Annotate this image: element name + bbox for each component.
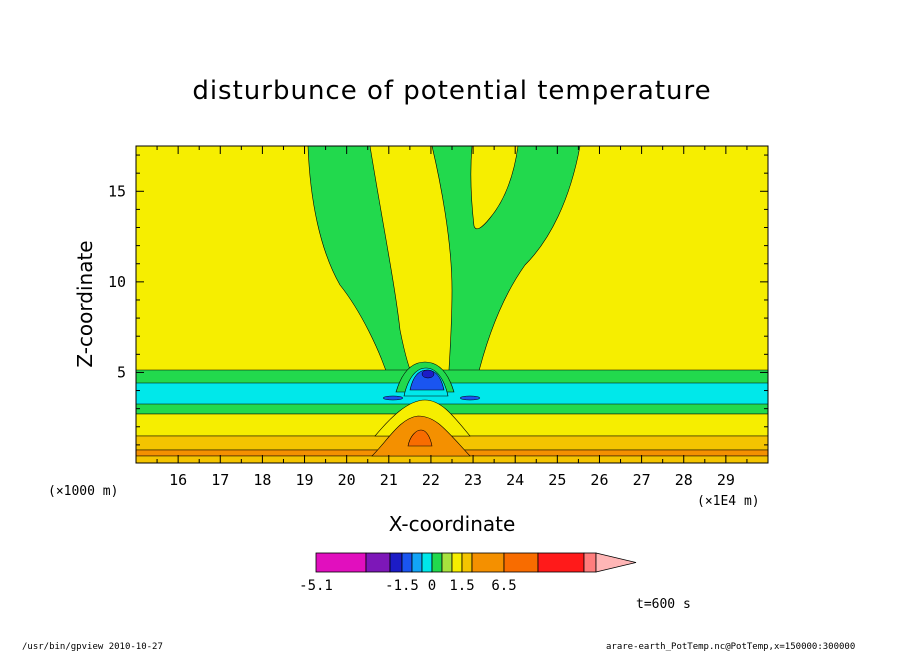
x-tick-label: 21 [380, 471, 398, 489]
plot-area [135, 145, 769, 464]
x-tick-label: 28 [675, 471, 693, 489]
colorbar-segment [389, 552, 403, 573]
x-tick-label: 16 [169, 471, 187, 489]
small-blue-right [459, 395, 481, 401]
x-tick-label: 24 [506, 471, 524, 489]
y-tick-label: 5 [117, 363, 126, 381]
central-deep-orange-core [407, 429, 433, 447]
colorbar-segment [315, 552, 367, 573]
colorbar-label: -5.1 [299, 578, 333, 594]
y-tick-label: 15 [108, 182, 126, 200]
colorbar-segment [503, 552, 539, 573]
colorbar-arrow [595, 552, 637, 573]
time-label: t=600 s [636, 597, 691, 612]
x-tick-label: 19 [296, 471, 314, 489]
x-tick-label: 20 [338, 471, 356, 489]
colorbar-segment [431, 552, 443, 573]
chart-title: disturbunce of potential temperature [192, 76, 712, 106]
x-tick-label: 17 [211, 471, 229, 489]
colorbar-segment [421, 552, 433, 573]
axis-ticks: 16 17 18 19 20 21 22 23 24 25 26 27 28 29 5 10 15 [108, 146, 769, 489]
colorbar-segment [537, 552, 585, 573]
x-tick-label: 22 [422, 471, 440, 489]
footer-left: /usr/bin/gpview 2010-10-27 [22, 642, 163, 652]
x-tick-label: 23 [464, 471, 482, 489]
x-tick-label: 18 [253, 471, 271, 489]
colorbar-label: 1.5 [449, 578, 474, 594]
x-tick-label: 29 [717, 471, 735, 489]
y-axis-unit: (×1000 m) [48, 484, 119, 499]
colorbar-segment [451, 552, 463, 573]
colorbar-segment [411, 552, 423, 573]
yellow-hole [470, 145, 519, 230]
footer-right: arare-earth_PotTemp.nc@PotTemp,x=150000:… [606, 642, 856, 652]
colorbar-segment [471, 552, 505, 573]
small-blue-left [382, 395, 404, 401]
colorbar-label: -1.5 [385, 578, 419, 594]
colorbar-segment [461, 552, 473, 573]
green-band-lower [135, 403, 769, 415]
dark-blue-core [421, 369, 435, 379]
colorbar-segment [401, 552, 413, 573]
y-tick-label: 10 [108, 273, 126, 291]
x-tick-label: 27 [633, 471, 651, 489]
x-tick-label: 26 [590, 471, 608, 489]
x-tick-label: 25 [548, 471, 566, 489]
colorbar-segment [583, 552, 597, 573]
colorbar: -5.1 -1.5 0 1.5 6.5 [299, 552, 637, 594]
colorbar-segment [441, 552, 453, 573]
colorbar-label: 0 [428, 578, 436, 594]
colorbar-label: 6.5 [491, 578, 516, 594]
x-axis-unit: (×1E4 m) [697, 494, 760, 509]
colorbar-segment [365, 552, 391, 573]
x-axis-label: X-coordinate [388, 512, 516, 536]
